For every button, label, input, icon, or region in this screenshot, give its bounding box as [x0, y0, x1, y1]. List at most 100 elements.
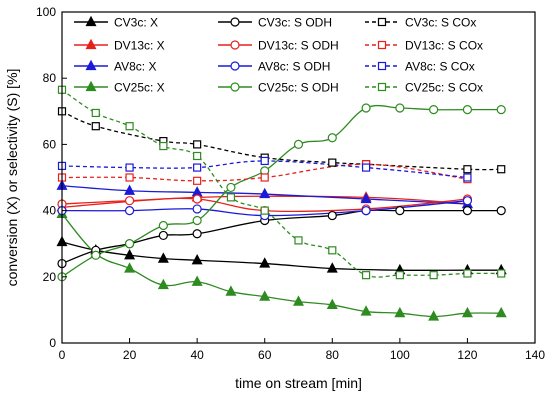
legend-label: AV8c: X [114, 60, 156, 74]
legend-label: AV8c: S COx [405, 60, 475, 74]
data-point-cv25c-s-cox [361, 271, 371, 280]
data-point-dv13c-s-cox [125, 173, 134, 182]
legend-label: CV3c: S ODH [258, 16, 332, 30]
data-point-cv25c-s-odh [496, 105, 506, 115]
data-point-cv3c-s-odh [327, 210, 337, 221]
data-point-cv25c-s-odh [361, 103, 371, 113]
y-tick-label: 80 [43, 71, 57, 85]
data-point-cv25c-s-cox [328, 246, 337, 255]
data-point-cv25c-s-cox [91, 108, 100, 118]
data-point-cv25c-s-cox [294, 236, 303, 245]
data-point-cv25c-s-cox [159, 141, 168, 151]
data-point-av8c-x [259, 187, 271, 199]
data-point-cv25c-s-odh [226, 182, 236, 193]
legend: CV3c: X CV3c: S ODH CV3c: S COx DV13c: X DV1… [74, 16, 483, 95]
series-line-cv25c-s-cox [61, 89, 502, 278]
x-axis-title: time on stream [min] [235, 375, 362, 391]
data-point-cv25c-x [157, 278, 169, 290]
data-point-av8c-s-cox [361, 163, 371, 172]
data-point-cv25c-s-odh [158, 220, 168, 231]
legend-entry-cv25c-s-odh: CV25c: S ODH [218, 81, 339, 95]
data-point-cv25c-s-cox [226, 193, 236, 202]
legend-swatch-marker [230, 40, 240, 50]
data-point-av8c-s-cox [125, 163, 134, 172]
data-point-dv13c-s-cox [260, 173, 269, 182]
legend-label: CV25c: S COx [405, 81, 483, 95]
data-point-cv25c-s-cox [463, 269, 472, 278]
data-point-cv3c-x [124, 249, 136, 260]
legend-label: AV8c: S ODH [258, 60, 330, 74]
data-point-cv25c-x [428, 310, 440, 321]
legend-entry-cv3c-s-odh: CV3c: S ODH [218, 16, 332, 30]
data-point-av8c-s-cox [463, 173, 472, 182]
series-line-cv3c-x [61, 241, 502, 271]
data-point-cv25c-s-odh [124, 239, 135, 249]
y-tick-label: 100 [36, 5, 56, 19]
data-point-cv3c-x [191, 253, 203, 265]
legend-entry-cv25c-x: CV25c: X [74, 81, 165, 95]
data-point-cv25c-x [124, 262, 136, 273]
data-point-cv25c-s-odh [429, 105, 439, 115]
legend-label: CV25c: S ODH [258, 81, 339, 95]
y-tick-label: 40 [43, 204, 57, 218]
x-tick-label: 0 [59, 348, 66, 362]
data-point-cv3c-s-odh [462, 206, 473, 216]
x-tick-label: 80 [326, 348, 340, 362]
legend-swatch-marker [85, 15, 97, 27]
data-point-av8c-s-cox [193, 163, 202, 172]
legend-swatch-marker [85, 59, 97, 71]
data-point-av8c-s-odh [462, 196, 473, 206]
plot-frame [61, 11, 536, 344]
series-points-av8c-x [56, 179, 473, 209]
data-point-cv25c-s-odh [327, 133, 337, 143]
y-tick-label: 20 [43, 270, 57, 284]
data-point-cv25c-s-cox [497, 269, 506, 278]
legend-swatch-marker [230, 61, 240, 71]
data-point-cv25c-x [326, 298, 338, 310]
x-tick-label: 120 [457, 348, 477, 362]
data-point-cv3c-s-cox [497, 165, 506, 174]
legend-entry-dv13c-x: DV13c: X [74, 39, 165, 53]
data-point-cv25c-x [259, 290, 271, 301]
series-points-cv3c-x [56, 235, 507, 275]
data-point-cv25c-x [225, 285, 237, 296]
data-point-cv25c-s-cox [260, 206, 269, 215]
x-tick-label: 60 [258, 348, 272, 362]
data-point-dv13c-s-odh [192, 194, 202, 204]
legend-swatch-marker [377, 17, 387, 27]
legend-swatch-marker [85, 80, 97, 92]
series-line-dv13c-x [61, 195, 468, 208]
x-tick-label: 20 [123, 348, 137, 362]
legend-swatch-marker [377, 40, 387, 50]
data-point-av8c-s-odh [124, 206, 135, 216]
legend-label: DV13c: S ODH [258, 39, 339, 53]
data-point-cv25c-s-cox [193, 151, 202, 161]
data-point-cv3c-s-odh [192, 229, 202, 239]
data-point-cv3c-s-odh [496, 206, 506, 216]
data-point-cv25c-x [461, 306, 473, 318]
data-point-dv13c-s-odh [124, 196, 135, 206]
legend-entry-av8c-x: AV8c: X [74, 60, 156, 74]
series-points-cv25c-s-cox [57, 85, 506, 280]
data-point-cv25c-x [394, 306, 406, 318]
data-point-cv3c-s-cox [463, 165, 472, 174]
x-tick-label: 40 [190, 348, 204, 362]
legend-entry-cv3c-x: CV3c: X [74, 16, 158, 30]
series-points-cv3c-s-cox [57, 107, 506, 174]
y-tick-label: 0 [49, 336, 56, 350]
data-point-cv3c-x [259, 257, 271, 268]
data-point-cv3c-x [157, 252, 169, 263]
data-point-cv25c-x [495, 306, 507, 318]
data-point-cv3c-s-odh [158, 230, 168, 241]
x-tick-label: 140 [525, 348, 545, 362]
legend-label: DV13c: X [114, 39, 165, 53]
legend-label: CV3c: X [114, 16, 158, 30]
y-tick-label: 60 [43, 137, 57, 151]
legend-swatch-marker [230, 17, 240, 27]
data-point-cv3c-s-cox [91, 122, 100, 131]
data-point-cv25c-s-odh [462, 105, 473, 115]
data-point-cv25c-s-cox [395, 271, 404, 280]
data-point-cv25c-s-odh [192, 215, 202, 226]
legend-label: CV3c: S COx [405, 16, 476, 30]
